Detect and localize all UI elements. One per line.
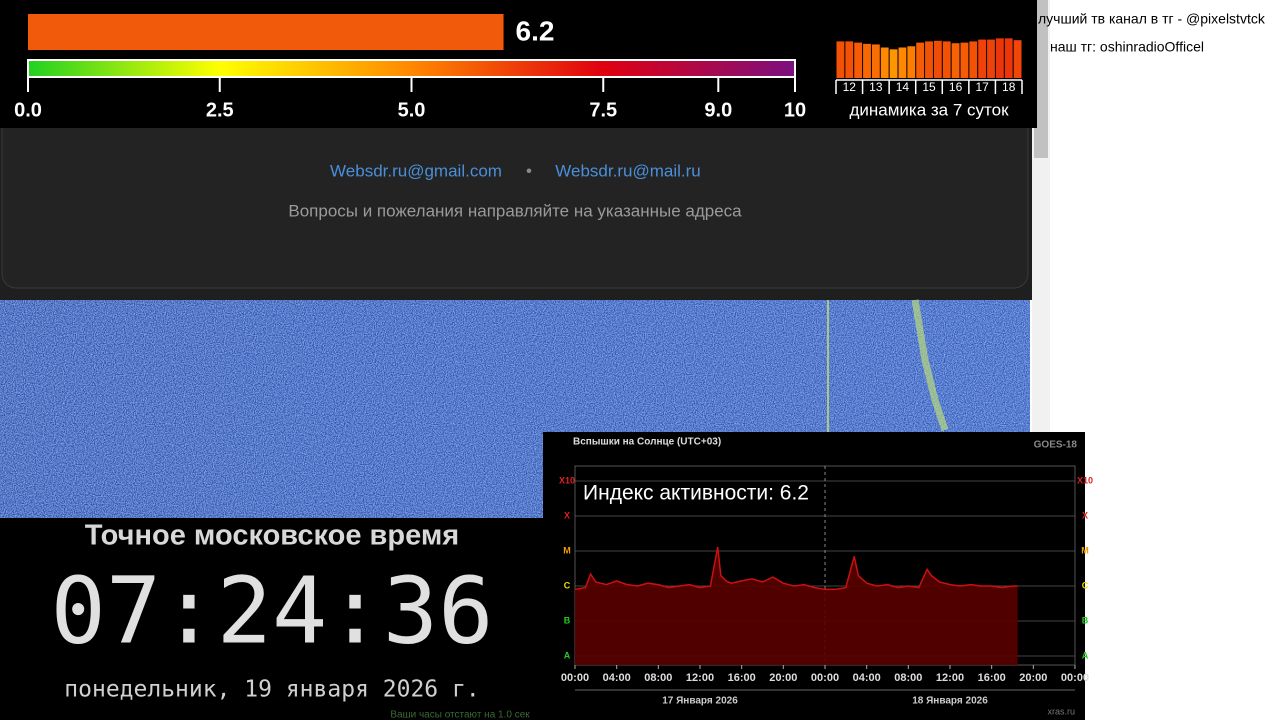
y-tick-label: C	[1082, 580, 1089, 590]
weekly-caption: динамика за 7 суток	[849, 100, 1009, 119]
clock-note: Ваши часы отстают на 1.0 сек	[390, 710, 530, 720]
x-tick-label: 12:00	[936, 672, 964, 684]
solar-title: Вспышки на Солнце (UTC+03)	[573, 437, 721, 448]
weekly-bar	[933, 40, 942, 78]
contact-note: Вопросы и пожелания направляйте на указа…	[288, 201, 742, 220]
promo-text: лучший тв канал в тг - @pixelstvtck	[1038, 11, 1266, 27]
activity-overlay: Индекс активности: 6.2	[583, 482, 809, 505]
weekly-bar	[863, 43, 871, 78]
y-tick-label: X10	[1077, 475, 1093, 485]
day-label: 13	[869, 80, 883, 94]
day-label: 17	[975, 80, 989, 94]
weekly-bar	[836, 41, 845, 78]
day-label: 18	[1002, 80, 1016, 94]
weekly-bar	[871, 44, 880, 78]
flux-line	[574, 546, 1018, 591]
tick-label: 0.0	[14, 99, 42, 121]
x-tick-label: 04:00	[603, 672, 631, 684]
webpage-contacts: Websdr.ru@gmail.com • Websdr.ru@mail.ru …	[288, 161, 742, 220]
x-tick-label: 08:00	[644, 672, 672, 684]
day-label: 15	[922, 80, 936, 94]
weekly-chart: 12 13 14 15 16 17 18 динамика за 7 суток	[835, 38, 1023, 119]
x-tick-label: 12:00	[686, 672, 714, 684]
x-tick-label: 08:00	[894, 672, 922, 684]
tick-label: 7.5	[589, 99, 617, 121]
activity-value: 6.2	[516, 15, 555, 46]
y-tick-label: B	[564, 615, 571, 625]
weekly-bar	[889, 49, 898, 78]
x-tick-label: 04:00	[853, 672, 881, 684]
solar-source: GOES-18	[1034, 440, 1078, 451]
weekly-bar	[845, 41, 854, 78]
x-tick-label: 20:00	[769, 672, 797, 684]
clock-title: Точное московское время	[85, 520, 459, 552]
weekly-bar	[987, 39, 995, 78]
weekly-bar	[969, 41, 978, 78]
x-tick-label: 00:00	[561, 672, 589, 684]
day-label: 14	[896, 80, 910, 94]
solar-credit: xras.ru	[1047, 706, 1075, 716]
activity-meter: 6.2 0.0 2.5 5.0 7.5 9.0 10	[14, 14, 806, 121]
clock-bg	[0, 518, 543, 720]
x-tick-label: 16:00	[978, 672, 1006, 684]
x-tick-label: 00:00	[811, 672, 839, 684]
weekly-bar	[925, 41, 933, 78]
tick-label: 2.5	[206, 99, 234, 121]
y-tick-label: M	[563, 545, 571, 555]
activity-bar	[28, 14, 504, 50]
email-link[interactable]: Websdr.ru@gmail.com	[330, 161, 502, 180]
y-tick-label: X	[564, 510, 570, 520]
email-link[interactable]: Websdr.ru@mail.ru	[555, 161, 700, 180]
y-tick-label: A	[1082, 650, 1089, 660]
date-label: 18 Января 2026	[912, 696, 988, 707]
tick-label: 9.0	[704, 99, 732, 121]
scrollbar-thumb[interactable]	[1034, 0, 1048, 158]
weekly-bar	[916, 42, 925, 78]
weekly-bar	[1013, 40, 1022, 78]
y-tick-label: C	[564, 580, 571, 590]
webpage-card	[1, 99, 1029, 289]
clock-date: понедельник, 19 января 2026 г.	[64, 677, 479, 703]
solar-chart: Вспышки на Солнце (UTC+03) GOES-18 A A B B C C M…	[559, 437, 1093, 717]
weekly-bar	[960, 42, 969, 78]
weekly-bar	[951, 43, 960, 78]
x-tick-label: 00:00	[1061, 672, 1089, 684]
day-label: 16	[949, 80, 963, 94]
solar-chart-bg	[543, 432, 1085, 720]
weekly-bar	[1004, 38, 1013, 78]
flux-area	[575, 547, 1018, 665]
waterfall-signal	[911, 299, 949, 432]
y-tick-label: X10	[559, 475, 575, 485]
weekly-bar	[907, 46, 916, 78]
weekly-bar	[854, 42, 863, 78]
y-tick-label: A	[564, 650, 571, 660]
y-tick-label: M	[1081, 545, 1089, 555]
y-tick-label: X	[1082, 510, 1088, 520]
clock-time: 07:24:36	[50, 557, 493, 664]
weekly-bar	[942, 41, 951, 78]
tick-label: 5.0	[398, 99, 426, 121]
weekly-bar	[898, 47, 907, 78]
x-tick-label: 20:00	[1019, 672, 1047, 684]
weekly-bar	[978, 39, 987, 78]
weekly-bar	[880, 47, 889, 78]
y-tick-label: B	[1082, 615, 1089, 625]
weekly-bar	[995, 38, 1004, 78]
separator: •	[526, 161, 532, 180]
activity-scale	[27, 59, 796, 78]
tick-label: 10	[784, 99, 806, 121]
date-label: 17 Января 2026	[662, 696, 738, 707]
promo-text: наш тг: oshinradioOfficel	[1050, 39, 1204, 55]
x-tick-label: 16:00	[728, 672, 756, 684]
day-label: 12	[843, 80, 857, 94]
